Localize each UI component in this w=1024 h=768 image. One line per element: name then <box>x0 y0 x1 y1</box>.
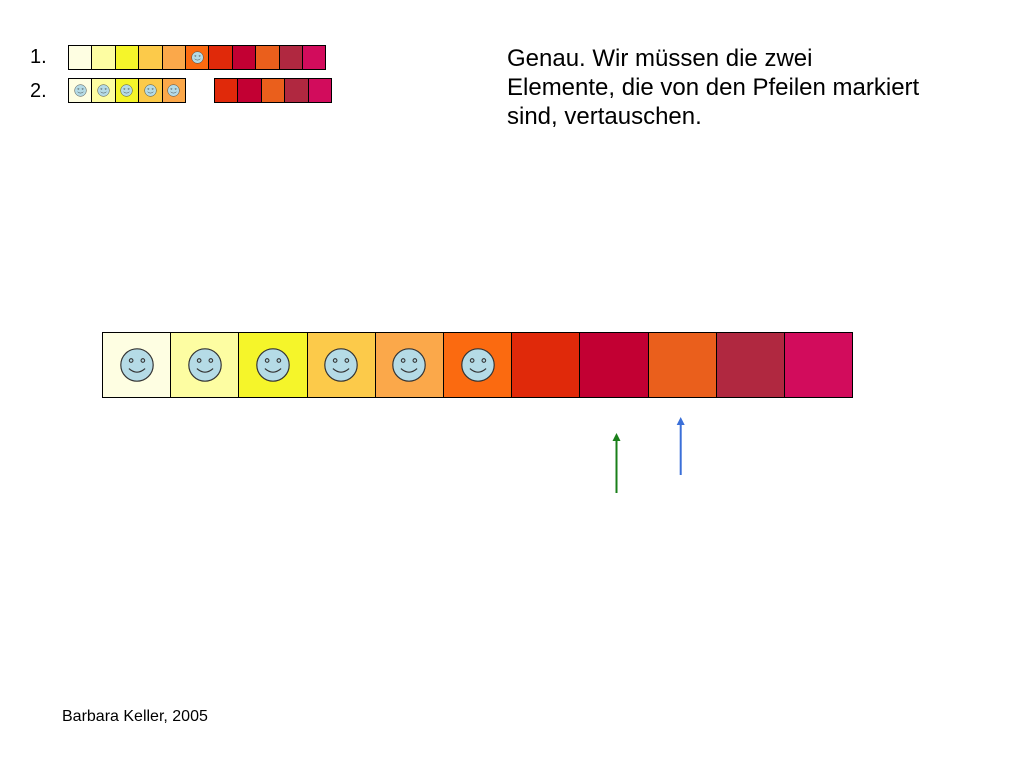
row-1-cell-9 <box>255 45 280 70</box>
smiley-icon <box>187 348 222 382</box>
smiley-icon <box>460 348 495 382</box>
main-cell-11 <box>783 332 854 398</box>
smiley-icon <box>191 51 204 64</box>
blue-arrow <box>676 417 685 475</box>
row-1-cell-10 <box>278 45 303 70</box>
explanation-text: Genau. Wir müssen die zwei Elemente, die… <box>507 45 920 130</box>
main-cell-3 <box>238 332 308 398</box>
row-1-array <box>68 45 327 70</box>
row-1-cell-5 <box>161 45 186 70</box>
row-2-unsorted-array <box>214 78 332 103</box>
smiley-icon <box>167 84 180 97</box>
smiley-icon <box>392 348 427 382</box>
credit-text: Barbara Keller, 2005 <box>62 708 208 725</box>
main-cell-2 <box>170 332 240 398</box>
row-2-left-cell-4 <box>138 78 163 103</box>
row-1-label: 1. <box>30 46 47 68</box>
main-cell-9 <box>647 332 717 398</box>
smiley-icon <box>97 84 110 97</box>
row-2-left-cell-5 <box>161 78 186 103</box>
main-cell-4 <box>306 332 376 398</box>
row-1-cell-2 <box>91 45 116 70</box>
row-2-right-cell-5 <box>307 78 332 103</box>
row-1-cell-11 <box>301 45 327 70</box>
green-arrow <box>612 433 621 493</box>
main-cell-7 <box>511 332 581 398</box>
main-array <box>102 332 854 398</box>
smiley-icon <box>324 348 358 382</box>
smiley-icon <box>119 348 154 382</box>
smiley-icon <box>144 84 157 97</box>
row-2-right-cell-1 <box>214 78 239 103</box>
row-2-sorted-array <box>68 78 186 103</box>
smiley-icon <box>120 84 134 97</box>
row-1-cell-6 <box>184 45 210 70</box>
main-cell-8 <box>579 332 649 398</box>
row-2-right-cell-2 <box>237 78 262 103</box>
main-cell-1 <box>102 332 172 398</box>
row-2-label: 2. <box>30 80 47 102</box>
smiley-icon <box>256 348 290 382</box>
main-cell-6 <box>442 332 513 398</box>
smiley-icon <box>74 84 87 97</box>
